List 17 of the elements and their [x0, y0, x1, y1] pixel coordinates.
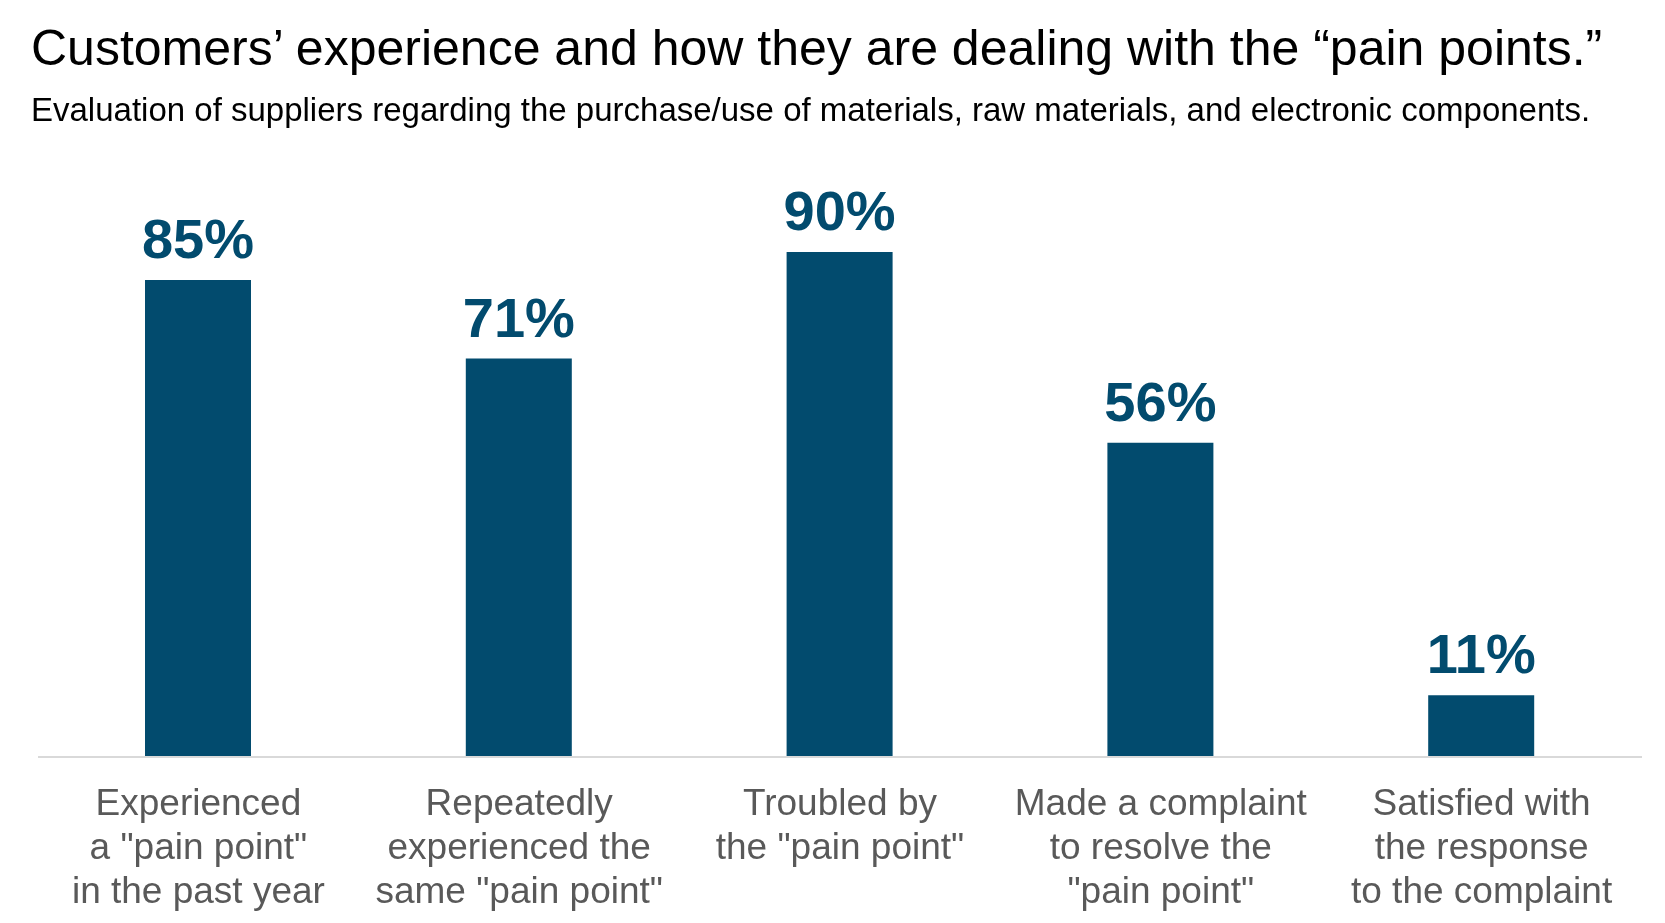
bar [465, 358, 572, 757]
data-label: 85% [141, 207, 255, 271]
bar [145, 280, 251, 757]
chart-title: Customers’ experience and how they are dealing with the “pain points.” [31, 20, 1603, 77]
data-label: 56% [1104, 369, 1217, 433]
x-tick-label: Experienced a "pain point" in the past year [71, 782, 325, 911]
x-tick-label: Repeatedly experienced the same "pain point" [375, 782, 663, 911]
data-label: 90% [783, 179, 896, 242]
data-label: 11% [1426, 622, 1536, 686]
data-label: 71% [462, 285, 575, 349]
bar [786, 252, 893, 757]
bar [1107, 442, 1214, 757]
x-tick-label: Troubled by the "pain point" [715, 782, 965, 867]
x-tick-label: Satisfied with the response to the complaint [1350, 782, 1613, 911]
chart-subtitle: Evaluation of suppliers regarding the purchase/use of materials, raw materials, and electronic components. [31, 91, 1591, 129]
bar [1428, 695, 1535, 757]
x-tick-label: Made a complaint to resolve the "pain point" [1014, 782, 1308, 911]
